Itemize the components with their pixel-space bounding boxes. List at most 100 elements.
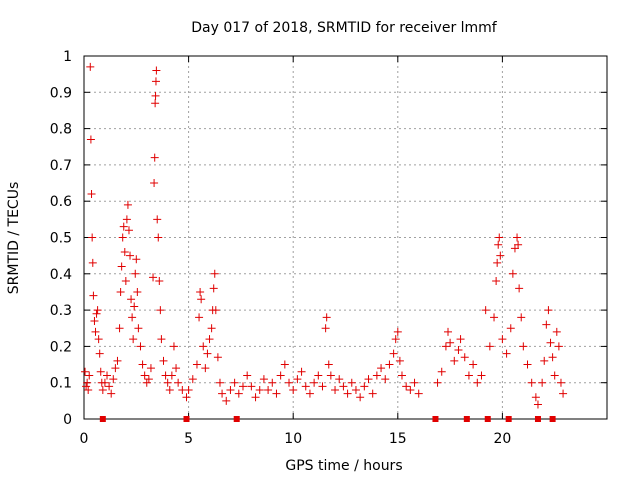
data-point	[118, 233, 127, 242]
data-point	[132, 255, 141, 264]
y-tick-label: 0	[63, 412, 72, 428]
data-point	[129, 335, 138, 344]
data-point	[155, 277, 164, 286]
data-point	[496, 251, 505, 260]
data-point	[130, 302, 139, 311]
data-point	[167, 371, 176, 380]
data-point	[339, 382, 348, 391]
data-point	[540, 356, 549, 365]
data-point	[83, 378, 92, 387]
data-point	[151, 99, 160, 108]
data-point	[174, 378, 183, 387]
data-point	[324, 360, 333, 369]
data-point	[552, 327, 561, 336]
data-point	[464, 371, 473, 380]
data-point	[444, 327, 453, 336]
data-point	[136, 342, 145, 351]
data-point	[144, 375, 153, 384]
data-point	[192, 360, 201, 369]
data-point	[473, 378, 482, 387]
data-point	[203, 349, 212, 358]
data-point	[546, 338, 555, 347]
x-tick-label: 5	[184, 431, 193, 447]
zero-point-marker	[484, 416, 491, 422]
data-point	[195, 313, 204, 322]
data-point	[87, 189, 96, 198]
data-point	[259, 375, 268, 384]
y-tick-label: 0.3	[50, 303, 72, 319]
data-point	[381, 375, 390, 384]
data-point	[149, 273, 158, 282]
data-point	[492, 277, 501, 286]
data-point	[218, 389, 227, 398]
data-point	[446, 338, 455, 347]
data-point	[121, 277, 130, 286]
data-point	[90, 316, 99, 325]
data-point	[91, 327, 100, 336]
data-point	[243, 371, 252, 380]
data-point	[410, 378, 419, 387]
data-point	[92, 309, 101, 318]
data-point	[523, 360, 532, 369]
data-point	[514, 240, 523, 249]
data-point	[554, 342, 563, 351]
data-point	[88, 233, 97, 242]
data-point	[133, 287, 142, 296]
data-point	[437, 367, 446, 376]
data-point	[490, 313, 499, 322]
data-point	[559, 389, 568, 398]
data-point	[502, 349, 511, 358]
data-point	[395, 356, 404, 365]
data-point	[301, 382, 310, 391]
data-point	[264, 385, 273, 394]
x-tick-label: 15	[389, 431, 407, 447]
data-point	[326, 371, 335, 380]
data-point	[151, 77, 160, 86]
data-point	[107, 389, 116, 398]
data-point	[481, 306, 490, 315]
data-point	[156, 306, 165, 315]
data-point	[331, 385, 340, 394]
data-point	[123, 200, 132, 209]
y-axis-label: SRMTID / TECUs	[6, 182, 22, 295]
y-tick-label: 0.5	[50, 231, 72, 247]
data-point	[364, 375, 373, 384]
data-point	[389, 349, 398, 358]
data-point	[209, 284, 218, 293]
data-point	[322, 313, 331, 322]
data-point	[82, 382, 91, 391]
data-point	[285, 378, 294, 387]
data-point	[113, 356, 122, 365]
data-point	[120, 248, 129, 257]
zero-point-marker	[432, 416, 439, 422]
data-point	[116, 287, 125, 296]
data-point	[207, 324, 216, 333]
zero-point-marker	[549, 416, 556, 422]
data-point	[238, 382, 247, 391]
data-point	[103, 371, 112, 380]
y-tick-label: 0.7	[50, 158, 72, 174]
data-point	[515, 284, 524, 293]
data-point	[272, 389, 281, 398]
data-point	[86, 135, 95, 144]
data-point	[469, 360, 478, 369]
tick-labels: 00.10.20.30.40.50.60.70.80.910 5 10 15 20	[50, 49, 512, 447]
data-point	[454, 346, 463, 355]
data-point	[201, 364, 210, 373]
data-point	[226, 385, 235, 394]
data-point	[105, 382, 114, 391]
data-point	[360, 382, 369, 391]
y-tick-label: 0.8	[50, 122, 72, 138]
data-point	[184, 385, 193, 394]
data-point	[100, 378, 109, 387]
y-tick-label: 0.1	[50, 376, 72, 392]
data-point	[126, 251, 135, 260]
zero-point-marker	[99, 416, 106, 422]
data-point	[255, 385, 264, 394]
data-point	[215, 378, 224, 387]
data-point	[88, 258, 97, 267]
data-point	[95, 349, 104, 358]
data-point	[391, 335, 400, 344]
data-point	[517, 313, 526, 322]
data-point	[314, 371, 323, 380]
